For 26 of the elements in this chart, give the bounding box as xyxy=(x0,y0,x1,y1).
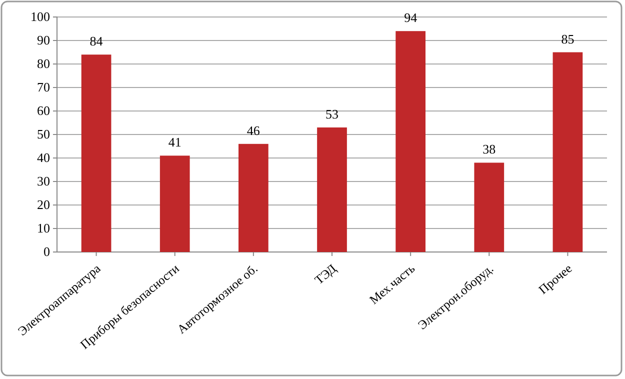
bar xyxy=(396,31,426,252)
x-tick-label: ТЭД xyxy=(312,261,340,288)
bar xyxy=(552,52,583,252)
bar xyxy=(160,156,190,252)
y-tick-label: 60 xyxy=(37,103,50,118)
y-tick-label: 100 xyxy=(30,9,50,24)
data-label: 38 xyxy=(482,142,496,157)
data-label: 41 xyxy=(168,134,182,150)
data-label: 53 xyxy=(326,106,338,122)
y-tick-label: 10 xyxy=(37,220,50,236)
data-label: 85 xyxy=(561,31,574,46)
y-tick-label: 40 xyxy=(37,150,50,166)
y-tick-label: 90 xyxy=(37,32,50,48)
bar xyxy=(238,144,268,252)
y-tick-label: 50 xyxy=(37,126,50,142)
y-tick-label: 0 xyxy=(44,244,50,260)
y-tick-label: 70 xyxy=(37,80,50,95)
data-label: 84 xyxy=(90,34,104,49)
bar xyxy=(81,54,112,252)
y-tick-label: 20 xyxy=(37,197,50,212)
data-label: 94 xyxy=(404,10,418,26)
y-tick-label: 30 xyxy=(37,174,50,189)
bar xyxy=(317,127,347,252)
y-tick-label: 80 xyxy=(37,56,50,72)
data-label: 46 xyxy=(246,122,260,138)
bar xyxy=(474,162,504,252)
